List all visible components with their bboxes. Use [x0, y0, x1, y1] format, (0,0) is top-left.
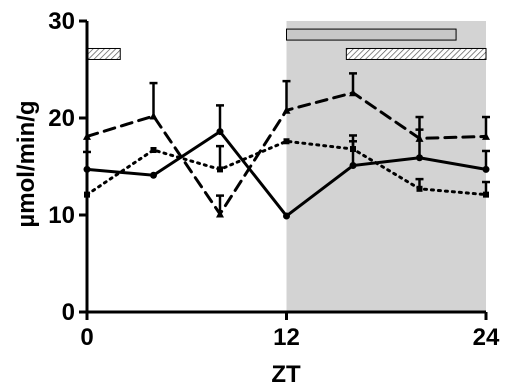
data-point — [149, 112, 158, 120]
background-layer — [286, 21, 486, 312]
data-point — [217, 166, 223, 173]
indicator-bar-3 — [345, 47, 487, 60]
y-tick-label: 0 — [62, 299, 75, 326]
series-dashed — [83, 72, 490, 218]
indicator-bars — [86, 28, 487, 60]
x-tick-label: 0 — [80, 324, 93, 351]
y-axis-title: µmol/min/g — [13, 100, 40, 227]
data-point — [283, 138, 290, 145]
indicator-bar-2 — [286, 28, 457, 41]
data-point — [150, 147, 157, 154]
indicator-bar-1 — [86, 47, 121, 60]
x-axis-title: ZT — [271, 361, 301, 388]
axes: 0 10 20 30 0 12 24 — [48, 8, 500, 351]
data-point — [482, 132, 490, 140]
data-point — [349, 162, 357, 170]
data-point — [282, 106, 291, 114]
data-point — [483, 191, 489, 198]
data-point — [416, 154, 423, 162]
x-tick-label: 12 — [273, 324, 300, 351]
data-point — [482, 165, 490, 173]
data-point — [350, 146, 356, 153]
data-point — [283, 212, 290, 220]
y-tick-label: 10 — [48, 202, 75, 229]
data-point — [349, 88, 357, 97]
data-point — [416, 185, 423, 192]
data-point — [415, 134, 424, 142]
x-tick-label: 24 — [473, 324, 500, 351]
y-tick-label: 20 — [48, 105, 75, 132]
data-point — [216, 210, 224, 218]
data-point — [150, 171, 157, 179]
data-point — [216, 128, 224, 136]
y-tick-label: 30 — [48, 8, 75, 35]
shaded-region — [286, 21, 486, 312]
